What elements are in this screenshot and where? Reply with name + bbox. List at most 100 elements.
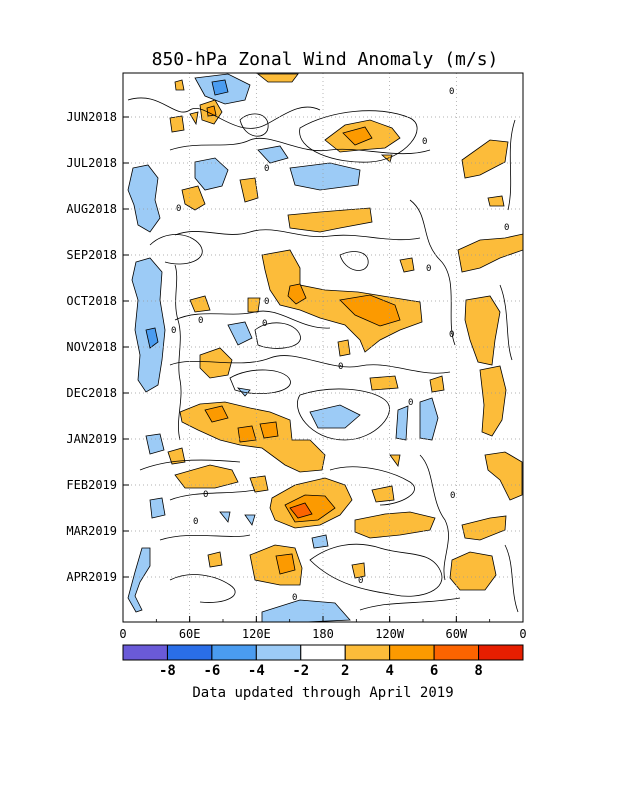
x-tick-label: 0	[519, 627, 526, 641]
x-tick-label: 120W	[375, 627, 405, 641]
contour-labels: 0 0 0 0 0 0 0 0 0 0 0 0 0 0 0 0 0 0	[171, 87, 509, 603]
colorbar-bin	[255, 644, 302, 661]
anomaly-patch	[206, 105, 217, 117]
x-tick-label: 180	[312, 627, 334, 641]
anomaly-patch	[194, 157, 229, 191]
contour-label: 0	[203, 490, 208, 500]
anomaly-patch	[237, 425, 257, 443]
zero-contours	[127, 97, 519, 613]
anomaly-patch	[189, 295, 211, 313]
anomaly-patch	[337, 339, 351, 357]
anomaly-patch	[249, 475, 269, 493]
anomaly-patch	[145, 327, 159, 349]
colorbar: -8 -6 -4 -2 2 4 6 8	[122, 644, 524, 679]
y-tick-label: JUL2018	[66, 156, 117, 170]
contour-label: 0	[338, 362, 343, 372]
anomaly-patch	[261, 599, 351, 622]
x-axis: 0 60E 120E 180 120W 60W 0	[119, 616, 527, 641]
anomaly-patch	[287, 283, 307, 305]
anomaly-patch	[149, 497, 166, 519]
contour-label: 0	[449, 87, 454, 97]
anomaly-patch	[449, 551, 497, 591]
anomaly-patch	[275, 553, 296, 575]
anomaly-patch	[461, 139, 509, 179]
colorbar-label: 2	[341, 663, 349, 679]
contour-label: 0	[198, 316, 203, 326]
y-tick-label: AUG2018	[66, 202, 117, 216]
contour-label: 0	[176, 204, 181, 214]
contour-label: 0	[426, 264, 431, 274]
y-axis: JUN2018 JUL2018 AUG2018 SEP2018 OCT2018 NOV20…	[66, 110, 129, 584]
contour-label: 0	[408, 398, 413, 408]
anomaly-patch	[309, 404, 361, 429]
colorbar-bin	[389, 644, 435, 661]
x-tick-label: 120E	[242, 627, 271, 641]
anomaly-patch	[311, 534, 329, 549]
anomaly-patch	[256, 73, 299, 83]
anomaly-patch	[204, 405, 229, 423]
contour-label: 0	[264, 297, 269, 307]
y-tick-label: OCT2018	[66, 294, 117, 308]
anomaly-patch	[127, 164, 161, 233]
anomaly-patch	[219, 511, 231, 523]
anomaly-patch	[174, 464, 239, 489]
y-tick-label: SEP2018	[66, 248, 117, 262]
colorbar-label: -6	[203, 663, 220, 679]
colorbar-label: 6	[430, 663, 438, 679]
anomaly-patch	[399, 257, 415, 273]
anomaly-patch	[127, 547, 151, 613]
colorbar-label: 8	[474, 663, 482, 679]
colorbar-bin	[211, 644, 257, 661]
anomaly-patch	[389, 454, 401, 467]
anomaly-patch	[464, 295, 501, 366]
anomaly-patch	[342, 126, 373, 146]
colorbar-label: -4	[248, 663, 265, 679]
anomaly-patch	[429, 375, 445, 393]
x-tick-label: 0	[119, 627, 126, 641]
anomaly-patch	[211, 79, 229, 96]
anomaly-patch	[371, 485, 395, 503]
anomaly-patch	[257, 145, 289, 164]
contour-label: 0	[358, 576, 363, 586]
anomaly-patch	[287, 207, 373, 233]
chart-title: 850-hPa Zonal Wind Anomaly (m/s)	[152, 49, 499, 70]
colorbar-bin	[344, 644, 391, 661]
colorbar-label: -2	[292, 663, 309, 679]
contour-label: 0	[262, 319, 267, 329]
x-tick-label: 60E	[179, 627, 201, 641]
y-tick-label: FEB2019	[66, 478, 117, 492]
y-tick-label: DEC2018	[66, 386, 117, 400]
y-tick-label: JAN2019	[66, 432, 117, 446]
anomaly-patch	[169, 115, 185, 133]
footer-note: Data updated through April 2019	[192, 685, 453, 701]
y-tick-label: MAR2019	[66, 524, 117, 538]
colorbar-bin	[166, 644, 213, 661]
anomaly-patch	[369, 375, 399, 391]
contour-label: 0	[193, 517, 198, 527]
y-tick-label: JUN2018	[66, 110, 117, 124]
anomaly-patch	[487, 195, 505, 207]
colorbar-bin	[122, 644, 168, 661]
contour-label: 0	[422, 137, 427, 147]
anomaly-patch	[259, 421, 279, 439]
anomaly-patch	[199, 347, 233, 379]
anomaly-field: 0 0 0 0 0 0 0 0 0 0 0 0 0 0 0 0 0 0	[127, 73, 523, 622]
anomaly-patch	[354, 511, 436, 539]
colorbar-bin	[478, 644, 524, 661]
anomaly-patch	[174, 79, 185, 91]
anomaly-patch	[207, 551, 223, 568]
anomaly-patch	[244, 514, 256, 526]
colorbar-label: -8	[159, 663, 176, 679]
contour-label: 0	[504, 223, 509, 233]
anomaly-patch	[289, 162, 361, 191]
anomaly-patch	[289, 502, 313, 519]
colorbar-label: 4	[385, 663, 393, 679]
colorbar-bin	[433, 644, 480, 661]
anomaly-patch	[395, 405, 409, 441]
anomaly-patch	[189, 111, 199, 126]
anomaly-patch	[181, 185, 206, 211]
anomaly-patch	[339, 294, 401, 327]
x-tick-label: 60W	[445, 627, 467, 641]
anomaly-patch	[479, 365, 507, 437]
anomaly-patch	[351, 562, 366, 579]
